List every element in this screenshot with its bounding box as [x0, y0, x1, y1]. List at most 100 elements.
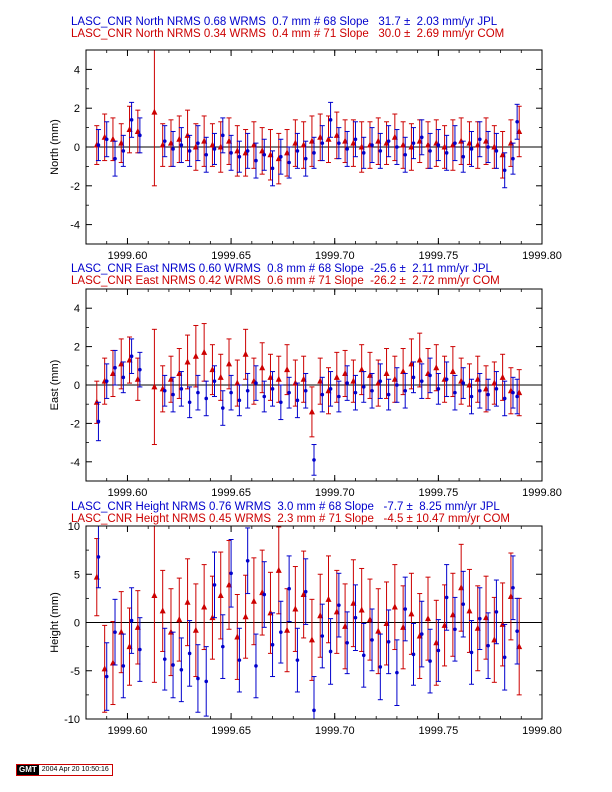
east-com-point — [151, 383, 158, 390]
height-com-point — [342, 622, 349, 629]
north-y-tick-label: -4 — [70, 220, 80, 232]
north-com-point — [134, 127, 141, 134]
height-jpl-point — [386, 640, 391, 644]
height-jpl-point — [287, 586, 291, 591]
north-jpl-point — [436, 143, 441, 147]
north-com-point — [375, 137, 382, 144]
height-jpl-point — [138, 647, 142, 652]
north-com-point — [267, 151, 274, 158]
north-com-point — [275, 155, 282, 162]
east-jpl-point — [279, 400, 283, 405]
height-jpl-point — [361, 653, 366, 658]
north-com-point — [242, 149, 249, 156]
height-com-point — [192, 626, 199, 633]
north-jpl-point — [312, 151, 316, 155]
east-jpl-point — [403, 388, 408, 393]
height-jpl-point — [370, 638, 374, 642]
east-com-point — [259, 364, 266, 371]
height-com-point — [184, 598, 191, 605]
north-jpl-point — [237, 154, 242, 159]
north-jpl-point — [511, 156, 515, 161]
east-com-point — [366, 371, 373, 378]
height-com-point — [425, 615, 431, 622]
height-jpl-point — [453, 627, 457, 632]
east-header-jpl: LASC_CNR East NRMS 0.60 WRMS 0.8 mm # 68… — [71, 263, 492, 275]
height-jpl-point — [469, 650, 474, 655]
east-com-point — [358, 366, 365, 373]
north-com-point — [491, 143, 498, 150]
east-com-point — [483, 385, 490, 392]
north-y-axis-label: North (mm) — [49, 119, 61, 175]
north-jpl-point — [353, 137, 358, 142]
height-jpl-point — [461, 602, 466, 606]
height-jpl-point — [229, 571, 233, 576]
height-com-point — [275, 566, 282, 573]
north-jpl-point — [494, 149, 499, 153]
height-com-point — [126, 643, 133, 650]
height-com-point — [176, 616, 183, 623]
height-com-point — [441, 621, 448, 628]
height-jpl-point — [444, 595, 449, 600]
east-com-point — [391, 375, 398, 382]
east-jpl-point — [129, 354, 134, 359]
east-jpl-point — [204, 396, 209, 401]
east-jpl-point — [353, 390, 358, 395]
east-com-point — [201, 348, 208, 355]
east-jpl-point — [262, 394, 267, 399]
east-jpl-point — [179, 387, 184, 391]
north-jpl-point — [212, 147, 217, 151]
east-jpl-point — [411, 375, 416, 380]
north-jpl-point — [386, 139, 391, 143]
north-com-point — [284, 149, 291, 156]
east-y-tick-label: -2 — [70, 418, 80, 430]
east-jpl-point — [378, 379, 383, 383]
north-jpl-point — [478, 137, 482, 142]
height-com-point — [134, 623, 141, 630]
north-jpl-point — [113, 156, 117, 161]
east-jpl-point — [494, 387, 499, 391]
north-jpl-point — [121, 149, 126, 153]
north-com-point — [483, 137, 490, 144]
height-com-point — [284, 626, 291, 633]
height-jpl-point — [295, 658, 300, 662]
east-com-point — [333, 373, 340, 380]
north-com-point — [416, 137, 423, 144]
east-jpl-point — [221, 406, 225, 410]
height-com-point — [151, 591, 158, 598]
east-jpl-point — [502, 396, 507, 401]
height-com-point — [292, 605, 299, 612]
north-jpl-point — [179, 143, 184, 147]
east-jpl-point — [395, 383, 399, 387]
height-jpl-point — [113, 630, 117, 634]
east-com-point — [317, 377, 324, 384]
east-jpl-point — [511, 390, 515, 395]
height-jpl-point — [254, 664, 258, 668]
height-com-point — [234, 633, 241, 640]
north-com-point — [350, 139, 357, 146]
height-jpl-point — [411, 652, 416, 657]
height-jpl-point — [486, 643, 490, 648]
east-com-point — [433, 364, 440, 371]
height-com-point — [325, 595, 332, 602]
height-x-tick-label: 1999.60 — [108, 725, 148, 737]
north-com-point — [383, 139, 390, 146]
north-jpl-point — [295, 149, 300, 153]
height-y-tick-label: 10 — [68, 521, 80, 533]
height-jpl-point — [104, 674, 109, 679]
east-jpl-point — [196, 390, 200, 395]
north-com-point — [358, 143, 365, 150]
height-com-point — [250, 597, 257, 604]
height-com-point — [109, 659, 116, 666]
height-jpl-point — [320, 634, 325, 638]
height-jpl-point — [262, 592, 267, 597]
height-jpl-point — [245, 558, 250, 563]
east-com-point — [350, 377, 357, 384]
east-com-point — [449, 368, 456, 375]
north-com-point — [408, 143, 415, 150]
north-jpl-point — [96, 143, 101, 147]
height-com-point — [350, 599, 357, 606]
north-jpl-point — [502, 168, 507, 173]
east-jpl-point — [237, 398, 242, 403]
north-jpl-point — [129, 118, 134, 122]
